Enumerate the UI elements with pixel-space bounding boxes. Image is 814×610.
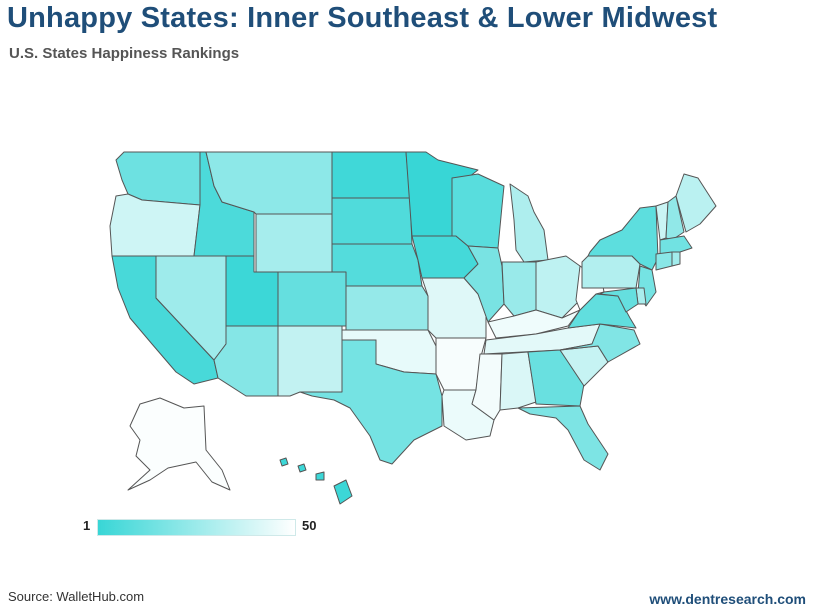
legend-min-label: 1: [83, 518, 91, 533]
state-ak: [127, 397, 231, 491]
page-subtitle: U.S. States Happiness Rankings: [9, 45, 240, 62]
state-tx: [299, 339, 443, 465]
state-mi: [509, 183, 549, 263]
state-sd: [331, 197, 413, 245]
state-nh: [665, 195, 685, 241]
state-fl: [517, 405, 609, 471]
page-title: Unhappy States: Inner Southeast & Lower …: [7, 2, 718, 34]
legend-max-label: 50: [302, 518, 317, 533]
state-ks: [345, 285, 429, 331]
state-al: [499, 351, 537, 411]
state-ma: [659, 235, 693, 255]
state-in: [501, 261, 537, 317]
state-ga: [527, 349, 585, 407]
state-ct: [655, 251, 673, 271]
legend-gradient-bar: [97, 519, 296, 536]
state-nc: [559, 323, 641, 363]
website-link[interactable]: www.dentresearch.com: [649, 591, 806, 607]
state-wy: [255, 213, 333, 273]
state-nd: [331, 151, 411, 199]
state-pa: [581, 255, 641, 289]
state-co: [277, 271, 347, 327]
state-oh: [535, 255, 583, 319]
state-nm: [277, 325, 343, 397]
state-wi: [451, 173, 505, 249]
state-ri: [671, 251, 681, 267]
state-me: [675, 173, 717, 233]
source-note: Source: WalletHub.com: [8, 589, 145, 604]
state-md: [599, 287, 639, 313]
state-ne: [331, 243, 423, 287]
state-hi: [279, 457, 353, 505]
